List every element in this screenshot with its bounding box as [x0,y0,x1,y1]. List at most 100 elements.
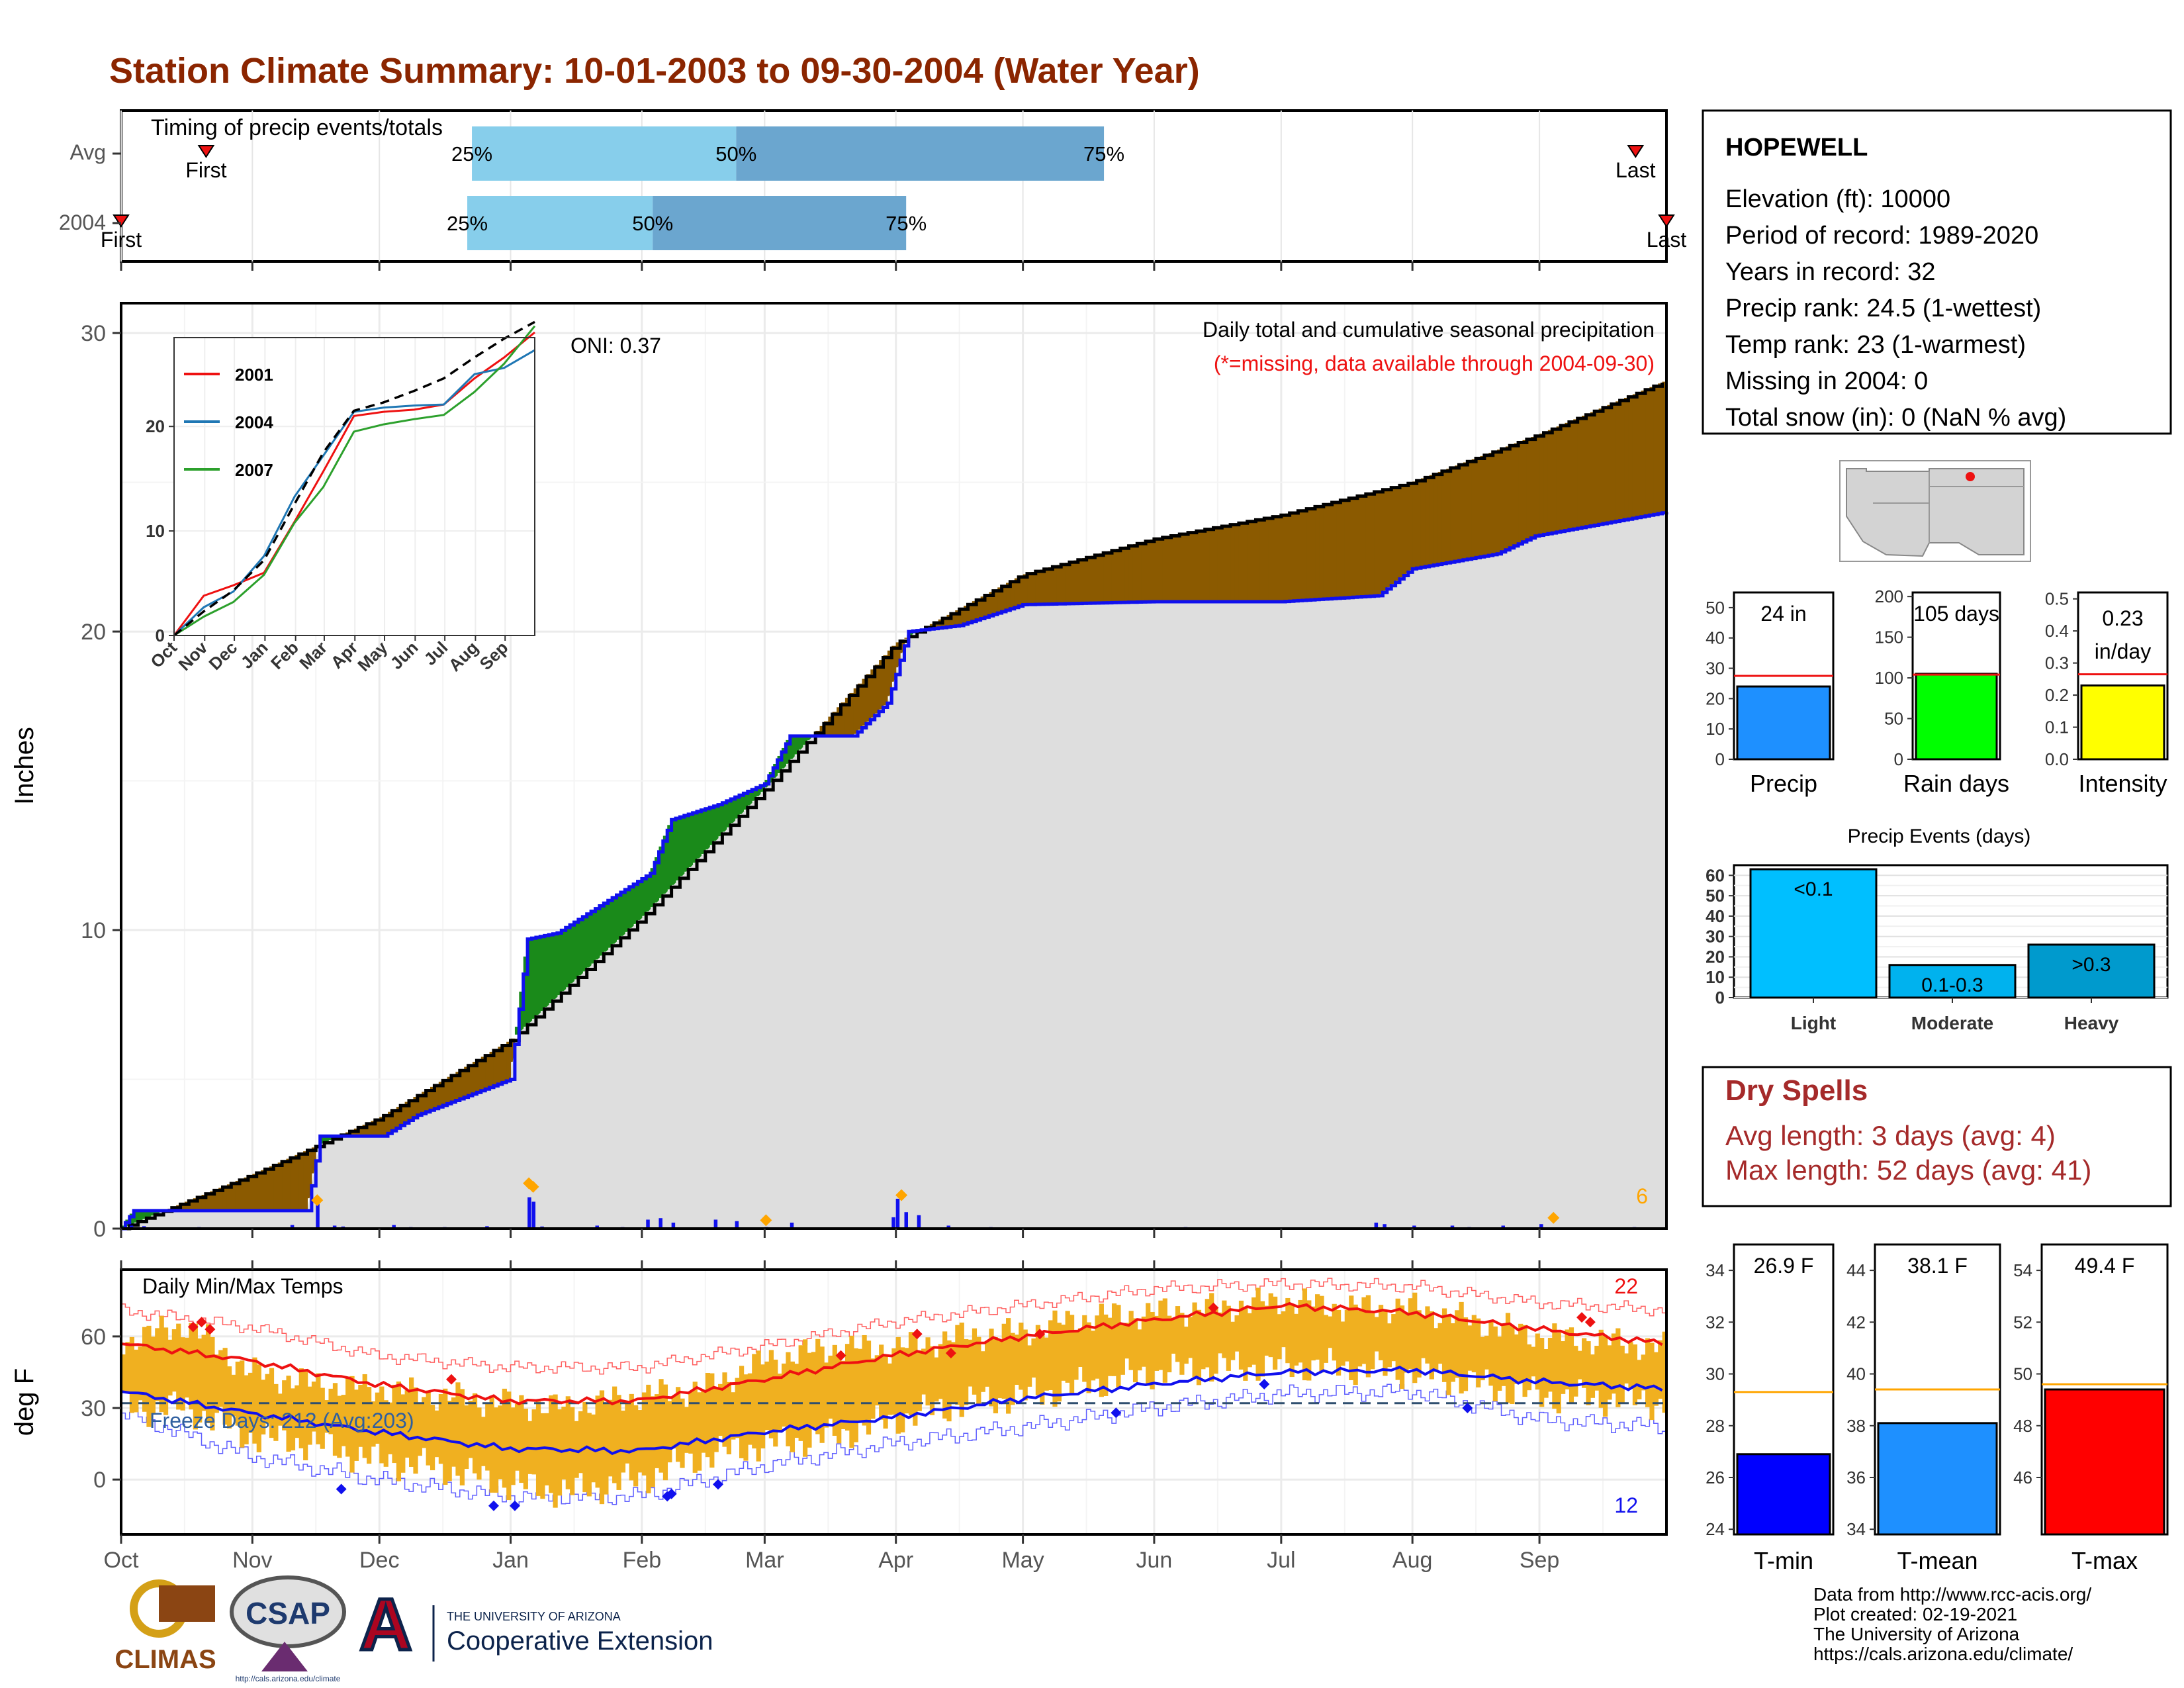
daily-temp-bar [205,1324,211,1424]
inset-legend-label-2007: 2007 [235,460,273,480]
precip-diff-slice [1615,401,1621,522]
cold-day-marker [509,1500,520,1511]
daily-temp-bar [1374,1317,1379,1352]
precip-diff-slice [950,612,956,627]
temp-summary-t-min-ytick-label: 24 [1706,1519,1725,1539]
daily-precip-bar [904,1212,908,1229]
daily-precip-bar [129,1225,134,1229]
daily-temp-bar [1040,1332,1045,1405]
daily-temp-bar [1209,1293,1214,1382]
daily-temp-bar [726,1382,732,1455]
precip-diff-slice [891,645,897,682]
precip-diff-slice [1077,559,1083,604]
hot-day-marker [1576,1312,1588,1323]
page-title: Station Climate Summary: 10-01-2003 to 0… [109,51,1200,91]
timing-bar-50-75 [736,126,1105,181]
precip-diff-slice [1514,443,1519,545]
month-xtick-label: Feb [623,1548,662,1573]
daily-temp-bar [1302,1288,1308,1381]
daily-temp-bar [1476,1318,1481,1387]
precip-diff-slice [1416,479,1422,568]
precip-diff-slice [1001,585,1007,611]
avg-min-line [120,1366,1663,1456]
daily-temp-bar [1514,1334,1519,1384]
precip-diff-slice [189,1199,194,1211]
daily-temp-bar [921,1348,927,1395]
precip-diff-slice [430,1086,435,1110]
precip-diff-slice [1031,572,1036,605]
precip-diff-slice [311,1147,316,1174]
temp-summary-t-mean-value-label: 38.1 F [1907,1254,1968,1278]
precip-diff-slice [586,912,592,968]
daily-precip-bar [895,1198,900,1229]
precip-diff-slice [1510,445,1515,547]
daily-temp-bar [150,1336,156,1415]
precip-diff-slice [1658,383,1663,514]
daily-temp-bar [671,1396,676,1449]
precip-diff-slice [574,921,579,980]
daily-temp-bar [955,1325,960,1405]
daily-temp-bar [286,1376,291,1452]
precip-diff-slice [1162,537,1167,602]
precip-diff-slice [150,1210,156,1216]
timing-pct-label: 75% [1083,142,1124,165]
cold-day-marker [336,1483,347,1495]
precip-diff-slice [1437,471,1443,565]
precip-diff-slice [557,931,562,996]
precip-diff-slice [422,1092,427,1113]
precip-diff-slice [1586,414,1591,527]
timing-bar-50-75 [653,196,907,250]
daily-temp-bar [1361,1297,1367,1364]
precip-diff-slice [883,655,888,706]
daily-temp-bar [756,1350,761,1462]
temp-summary-t-max-value-label: 49.4 F [2075,1254,2135,1278]
daily-temp-bar [811,1352,816,1429]
precip-diff-slice [468,1064,473,1095]
precip-diff-slice [1547,430,1553,534]
daily-temp-bar [929,1346,935,1415]
month-xtick-label: Dec [359,1548,399,1573]
precip-diff-slice [1404,483,1409,574]
daily-temp-bar [798,1345,803,1441]
precip-diff-slice [1171,535,1176,602]
precip-diff-slice [1179,534,1185,602]
summary-rain-days-ytick-label: 0 [1894,749,1903,769]
temp-summary-t-min-value-label: 26.9 F [1754,1254,1814,1278]
temp-summary-t-min-bar [1736,1453,1831,1536]
daily-temp-bar [1539,1338,1545,1407]
precip-diff-slice [1035,571,1040,604]
precip-diff-slice [1273,516,1278,602]
daily-temp-bar [917,1350,922,1411]
precip-diff-slice [641,877,647,916]
precip-diff-slice [980,596,985,618]
precip-diff-slice [955,610,960,626]
precip-diff-slice [477,1059,482,1092]
temp-summary-t-mean-bar [1877,1422,1998,1536]
daily-temp-bar [193,1323,198,1430]
precip-diff-slice [1370,492,1375,596]
daily-temp-bar [997,1340,1003,1399]
cold-day-marker [1462,1403,1473,1414]
precip-diff-slice [794,735,799,755]
daily-temp-bar [443,1388,448,1485]
precip-diff-slice [946,614,952,627]
daily-temp-bar [1116,1305,1121,1387]
daily-temp-bar [383,1400,388,1467]
precip-diff-slice [214,1190,219,1211]
first-event-label: First [101,228,142,252]
daily-temp-bar [1404,1312,1409,1373]
precip-diff-slice [731,798,736,823]
precip-diff-slice [1408,483,1413,571]
daily-temp-bar [676,1387,681,1462]
precip-diff-slice [514,1027,520,1035]
daily-temp-bar [549,1395,554,1493]
summary-intensity-value-unit: in/day [2095,639,2151,663]
temp-summary-t-max-ytick-label: 46 [2013,1468,2032,1487]
station-info-line: Missing in 2004: 0 [1725,367,1928,395]
climas-mesa-icon [159,1585,215,1622]
first-event-marker [113,214,130,228]
precip-diff-slice [701,809,706,855]
month-xtick-label: Jun [1136,1548,1173,1573]
daily-temp-bar [1399,1305,1405,1389]
daily-temp-bar [1162,1298,1167,1383]
